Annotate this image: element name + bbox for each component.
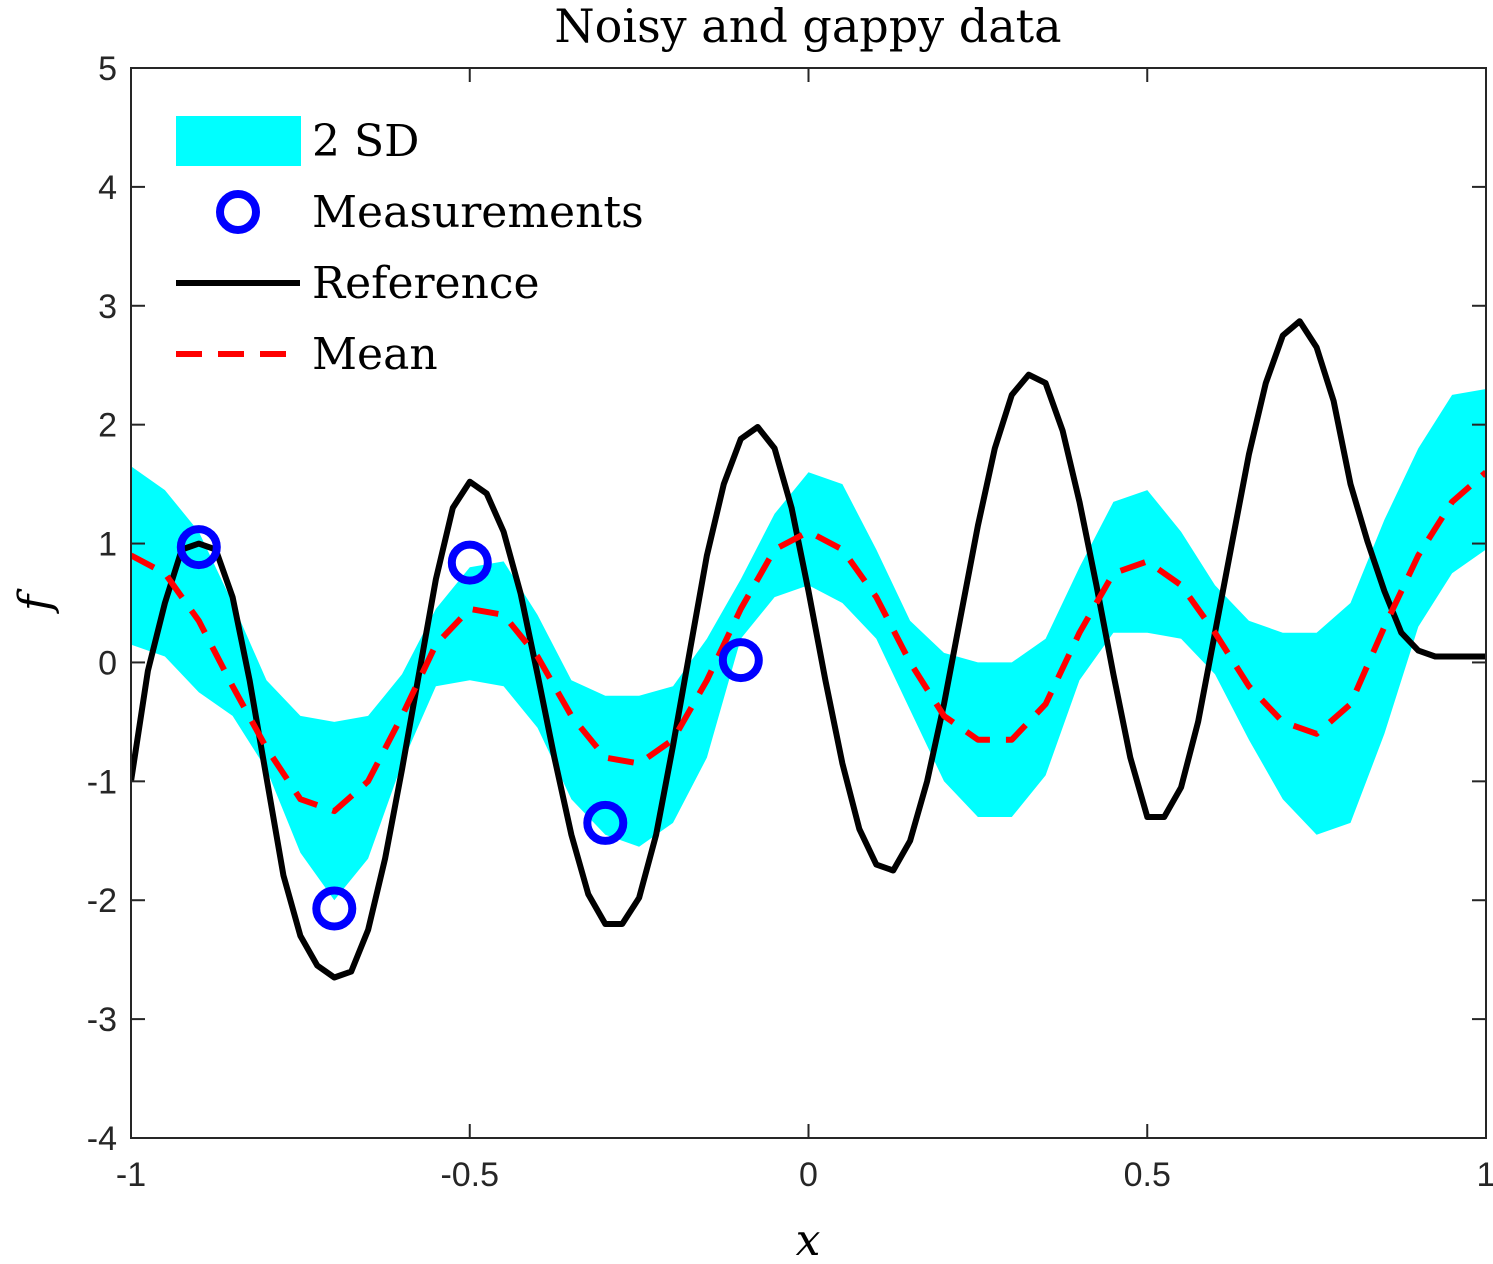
y-tick-label: 5 — [98, 50, 117, 88]
y-tick-label: 3 — [98, 288, 117, 326]
legend-label: Reference — [312, 258, 540, 309]
y-tick-label: -4 — [87, 1120, 117, 1158]
y-tick-label: -1 — [87, 763, 117, 801]
legend-swatch-band — [176, 116, 301, 166]
band-layer — [131, 389, 1486, 901]
band-2sd — [131, 389, 1486, 901]
measurement-point — [447, 540, 492, 585]
measurement-point — [176, 525, 221, 570]
y-tick-label: 4 — [98, 169, 117, 207]
plot-area — [131, 318, 1486, 981]
measurement-point — [312, 886, 357, 931]
legend-label: Mean — [312, 329, 438, 380]
y-tick-label: -3 — [87, 1001, 117, 1039]
x-tick-label: -1 — [116, 1156, 146, 1194]
x-tick-label: -0.5 — [440, 1156, 499, 1194]
measurement-point — [718, 638, 763, 683]
x-tick-label: 0.5 — [1124, 1156, 1171, 1194]
chart-title: Noisy and gappy data — [554, 0, 1061, 53]
series-layer — [131, 318, 1486, 981]
x-axis-label: x — [796, 1215, 821, 1264]
legend-swatch-marker — [216, 190, 260, 234]
y-tick-label: -2 — [87, 882, 117, 920]
y-tick-label: 2 — [98, 407, 117, 445]
x-tick-label: 1 — [1477, 1156, 1493, 1194]
x-tick-label: 0 — [799, 1156, 818, 1194]
y-tick-label: 1 — [98, 526, 117, 564]
marker-layer — [176, 525, 763, 931]
measurement-point — [583, 800, 628, 845]
legend: 2 SD Measurements Reference Mean — [176, 116, 644, 380]
legend-label: Measurements — [312, 187, 644, 238]
y-tick-label: 0 — [98, 644, 117, 682]
legend-label: 2 SD — [312, 116, 419, 167]
series-line-reference — [131, 318, 1486, 981]
tick-layer: -1 -0.5 0 0.5 1 -4 -3 -2 -1 0 1 2 3 4 5 — [87, 50, 1493, 1194]
